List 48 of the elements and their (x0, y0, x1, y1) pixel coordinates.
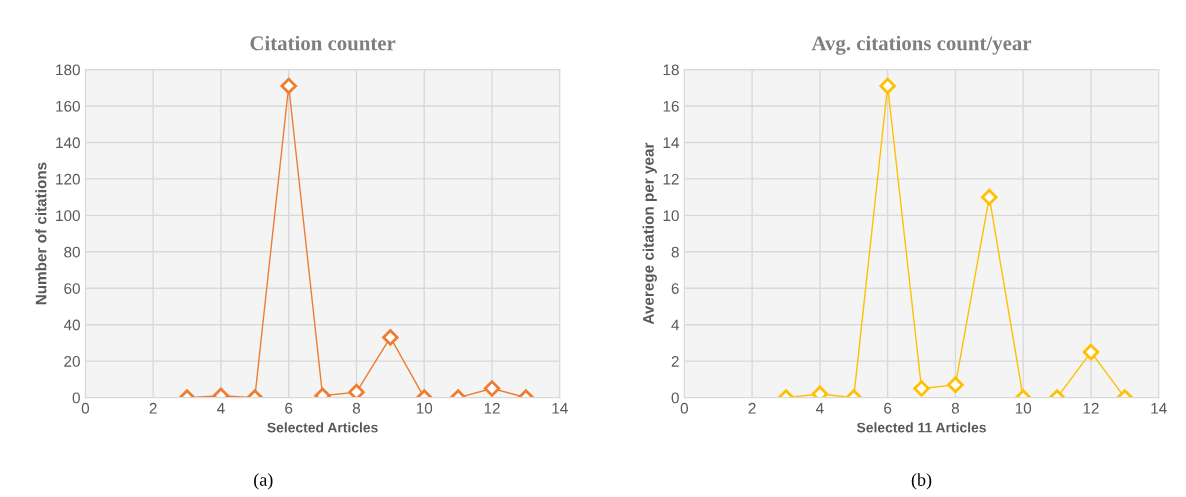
point (981, 188, 998, 206)
x-tick-label: 4 (815, 403, 824, 414)
y-tick-label: 6 (671, 283, 679, 294)
text: (a) (254, 473, 273, 490)
y-tick-label: 180 (56, 64, 80, 76)
x-tick-label: 14 (552, 403, 568, 414)
y-tick-label: 0 (671, 392, 679, 404)
y-tick-label: 8 (671, 246, 679, 258)
x-tick-label: 10 (1015, 402, 1032, 414)
y-axis-title: Number of citations (35, 162, 47, 305)
x-tick-label: 0 (81, 402, 90, 414)
y-tick-label: 12 (663, 173, 679, 185)
x-tick-label: 14 (1151, 403, 1167, 414)
y-tick-label: 4 (671, 319, 680, 331)
y-tick-label: 18 (663, 64, 679, 76)
x-tick-label: 0 (680, 402, 688, 414)
x-axis-title: Selected 11 Articles (856, 422, 986, 433)
y-tick-label: 160 (56, 100, 80, 112)
point (280, 77, 297, 95)
y-tick-label: 20 (64, 356, 80, 367)
y-tick-label: 140 (56, 137, 80, 149)
x-tick-label: 8 (951, 402, 959, 414)
y-tick-label: 0 (72, 392, 80, 404)
text: (b) (911, 473, 932, 490)
y-tick-label: 60 (64, 283, 80, 294)
y-tick-label: 10 (663, 210, 679, 222)
chart-title: Avg. citations count/year (811, 35, 1032, 55)
x-tick-label: 2 (748, 402, 756, 414)
x-tick-label: 8 (352, 402, 361, 414)
x-tick-label: 6 (884, 402, 892, 414)
y-tick-label: 14 (663, 137, 680, 149)
y-tick-label: 40 (63, 319, 80, 331)
x-tick-label: 4 (217, 403, 225, 414)
point (879, 77, 896, 95)
chart-title: Citation counter (250, 35, 396, 51)
x-axis-title: Selected Articles (267, 422, 378, 433)
y-tick-label: 120 (56, 173, 80, 185)
x-tick-label: 2 (149, 402, 157, 414)
x-tick-label: 10 (416, 402, 433, 414)
y-tick-label: 16 (663, 100, 679, 112)
x-tick-label: 12 (484, 402, 500, 414)
y-tick-label: 2 (671, 356, 679, 367)
y-tick-label: 100 (56, 210, 80, 222)
x-tick-label: 12 (1083, 402, 1099, 414)
x-tick-label: 6 (285, 402, 293, 414)
point (811, 385, 829, 398)
y-tick-label: 80 (64, 246, 80, 258)
y-axis-title: Averege citation per year (642, 142, 657, 325)
